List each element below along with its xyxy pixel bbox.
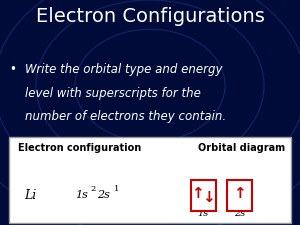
Text: Orbital diagram: Orbital diagram [198,143,285,153]
Text: 1s: 1s [75,190,88,200]
Text: 2s: 2s [234,209,245,218]
Text: ↓: ↓ [202,190,215,205]
Text: ↑: ↑ [191,186,204,201]
Text: •: • [9,63,16,76]
Text: Electron configuration: Electron configuration [18,143,141,153]
Text: Electron Configurations: Electron Configurations [36,7,264,26]
Text: 1: 1 [114,185,119,193]
Text: 1s: 1s [198,209,209,218]
Text: number of electrons they contain.: number of electrons they contain. [26,110,226,123]
Text: 2: 2 [91,185,96,193]
Text: ↑: ↑ [233,186,246,201]
Text: level with superscripts for the: level with superscripts for the [26,87,201,100]
Text: Write the orbital type and energy: Write the orbital type and energy [26,63,223,76]
Bar [226,180,252,211]
Bar [190,180,216,211]
Bar [9,137,291,223]
Text: Li: Li [24,189,36,202]
Text: 2s: 2s [98,190,110,200]
